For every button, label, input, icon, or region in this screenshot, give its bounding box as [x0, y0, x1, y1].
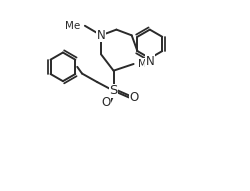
Text: S: S	[109, 84, 118, 97]
Text: O: O	[130, 91, 139, 104]
Text: Me: Me	[138, 59, 154, 69]
Text: N: N	[97, 29, 106, 42]
Text: O: O	[101, 96, 110, 109]
Text: Me: Me	[65, 21, 80, 31]
Text: N: N	[146, 55, 154, 68]
